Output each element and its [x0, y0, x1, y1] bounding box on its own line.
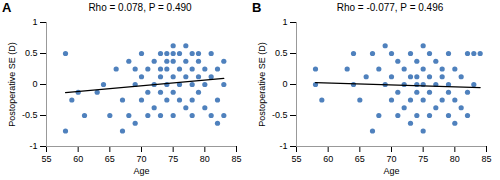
svg-text:80: 80 — [450, 154, 460, 164]
svg-text:80: 80 — [200, 154, 210, 164]
svg-text:55: 55 — [41, 154, 51, 164]
svg-text:1: 1 — [282, 17, 287, 27]
svg-text:-1: -1 — [279, 141, 287, 151]
svg-text:55: 55 — [291, 154, 301, 164]
svg-text:60: 60 — [323, 154, 333, 164]
html-text:B: B — [252, 0, 262, 15]
svg-text:65: 65 — [105, 154, 115, 164]
svg-text:-0.5: -0.5 — [272, 110, 288, 120]
svg-text:0: 0 — [32, 79, 37, 89]
svg-text:85: 85 — [481, 154, 491, 164]
svg-text:Postoperative SE (D): Postoperative SE (D) — [7, 42, 17, 127]
html-text:Rho = 0.078, P = 0.490: Rho = 0.078, P = 0.490 — [88, 2, 192, 13]
svg-text:Postoperative SE (D): Postoperative SE (D) — [257, 42, 267, 127]
html-text:A: A — [2, 0, 12, 15]
svg-text:-0.5: -0.5 — [22, 110, 38, 120]
svg-text:75: 75 — [168, 154, 178, 164]
svg-text:-1: -1 — [29, 141, 37, 151]
svg-text:75: 75 — [418, 154, 428, 164]
svg-text:0: 0 — [282, 79, 287, 89]
svg-text:70: 70 — [136, 154, 146, 164]
svg-text:0.5: 0.5 — [275, 48, 288, 58]
svg-text:85: 85 — [231, 154, 241, 164]
svg-text:Age: Age — [383, 166, 399, 176]
svg-text:0.5: 0.5 — [25, 48, 38, 58]
svg-text:65: 65 — [355, 154, 365, 164]
svg-text:70: 70 — [386, 154, 396, 164]
svg-text:Age: Age — [133, 166, 149, 176]
svg-text:60: 60 — [73, 154, 83, 164]
html-text:Rho = -0.077, P = 0.496: Rho = -0.077, P = 0.496 — [336, 2, 444, 13]
svg-text:1: 1 — [32, 17, 37, 27]
